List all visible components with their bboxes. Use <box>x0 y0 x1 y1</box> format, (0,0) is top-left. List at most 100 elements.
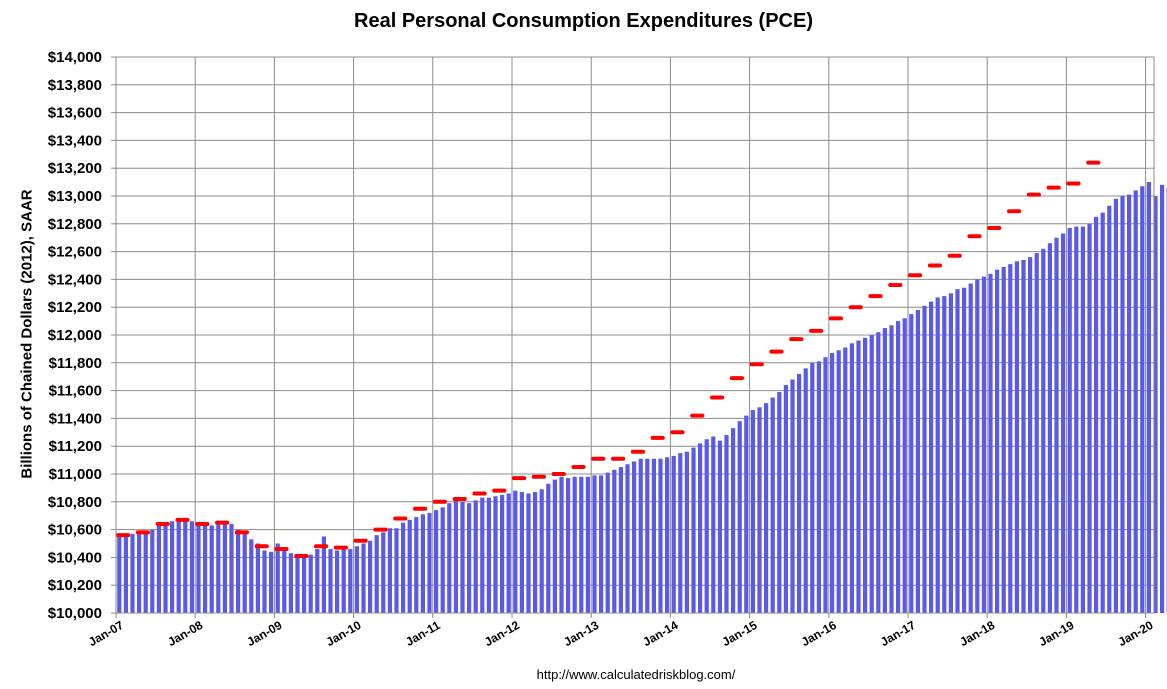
bar <box>222 522 227 613</box>
bar <box>539 489 544 613</box>
bar <box>922 305 927 613</box>
bar <box>420 514 425 613</box>
bar <box>1080 226 1085 613</box>
bar <box>764 403 769 613</box>
bar <box>315 549 320 613</box>
bar <box>1041 248 1046 613</box>
y-tick-label: $13,800 <box>48 77 102 94</box>
bar <box>704 439 709 613</box>
bar <box>962 287 967 613</box>
bar <box>684 451 689 613</box>
bar <box>1047 243 1052 613</box>
bar <box>183 519 188 613</box>
bar <box>295 556 300 613</box>
bar <box>1113 198 1118 613</box>
bar <box>447 503 452 613</box>
y-tick-label: $10,800 <box>48 494 102 511</box>
bar <box>150 529 155 613</box>
y-tick-label: $12,000 <box>48 327 102 344</box>
bar <box>123 536 128 613</box>
x-tick-label: Jan-19 <box>1036 618 1076 649</box>
bar <box>942 296 947 613</box>
y-tick-label: $11,800 <box>49 355 102 372</box>
bar <box>493 496 498 613</box>
bar <box>269 551 274 613</box>
bar <box>882 328 887 613</box>
bar <box>731 428 736 613</box>
y-tick-label: $10,400 <box>48 549 102 566</box>
bar-series <box>117 182 1167 614</box>
bar <box>1034 252 1039 614</box>
bar <box>856 340 861 613</box>
bar <box>216 524 221 613</box>
bar <box>968 283 973 613</box>
bar <box>473 500 478 613</box>
bar <box>1140 186 1145 613</box>
bar <box>717 440 722 613</box>
bar <box>1146 182 1151 613</box>
bar <box>288 553 293 613</box>
bar <box>1153 196 1158 613</box>
y-tick-label: $13,600 <box>48 105 102 122</box>
x-tick-label: Jan-12 <box>482 618 522 649</box>
bar <box>1120 196 1125 613</box>
bar <box>790 379 795 613</box>
bar <box>368 540 373 613</box>
x-tick-label: Jan-09 <box>244 618 284 649</box>
bar <box>737 421 742 613</box>
y-tick-label: $10,600 <box>48 522 102 539</box>
bar <box>407 519 412 613</box>
bar <box>242 533 247 613</box>
axes <box>111 56 1155 618</box>
x-tick-labels: Jan-07 Jan-08 Jan-09 Jan-10 Jan-11 Jan-12 Jan-… <box>86 618 1156 649</box>
bar <box>651 458 656 613</box>
bar <box>1133 190 1138 613</box>
bar <box>401 522 406 613</box>
bar <box>249 539 254 613</box>
bar <box>348 549 353 613</box>
bar <box>889 325 894 613</box>
bar <box>533 492 538 613</box>
y-tick-label: $13,000 <box>48 188 102 205</box>
x-tick-label: Jan-20 <box>1116 618 1156 649</box>
bar <box>203 524 208 613</box>
bar <box>585 476 590 613</box>
bar <box>1014 261 1019 613</box>
bar <box>1028 257 1033 613</box>
bar <box>467 503 472 613</box>
bar <box>335 550 340 613</box>
bar <box>935 297 940 613</box>
bar <box>671 455 676 613</box>
bar <box>255 543 260 613</box>
bar <box>816 361 821 613</box>
bar <box>361 543 366 613</box>
bar <box>836 350 841 613</box>
x-tick-label: Jan-10 <box>324 618 364 649</box>
bar <box>328 549 333 613</box>
bar <box>1087 223 1092 614</box>
y-tick-label: $13,400 <box>48 132 102 149</box>
bar <box>1008 264 1013 613</box>
bar <box>546 483 551 613</box>
y-tick-label: $11,600 <box>49 383 102 400</box>
bar <box>130 533 135 613</box>
bar <box>176 518 181 613</box>
x-tick-label: Jan-18 <box>957 618 997 649</box>
x-tick-label: Jan-13 <box>561 618 601 649</box>
source-url: http://www.calculatedriskblog.com/ <box>536 667 736 682</box>
x-tick-label: Jan-08 <box>165 618 205 649</box>
bar <box>453 500 458 613</box>
bar <box>1001 266 1006 613</box>
bar <box>1160 184 1165 613</box>
bar <box>698 443 703 613</box>
bar <box>1054 237 1059 613</box>
bar <box>592 475 597 613</box>
bar <box>777 391 782 613</box>
bar <box>975 279 980 613</box>
bar <box>354 546 359 613</box>
bar <box>1107 205 1112 614</box>
bar <box>566 478 571 613</box>
chart-title: Real Personal Consumption Expenditures (… <box>354 10 813 32</box>
bar <box>1021 259 1026 613</box>
bar <box>163 522 168 613</box>
